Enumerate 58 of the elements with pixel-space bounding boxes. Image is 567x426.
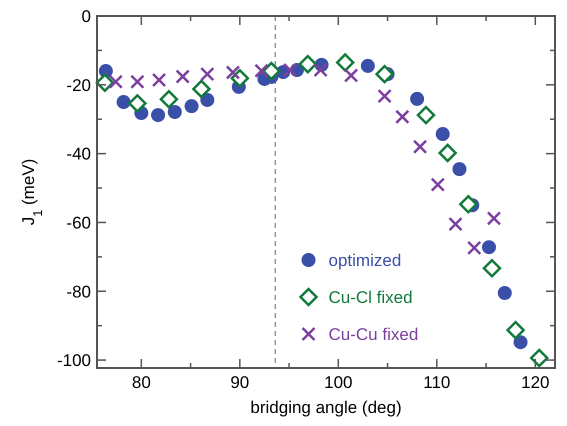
point <box>230 69 250 88</box>
legend-label: Cu-Cl fixed <box>328 288 413 307</box>
point <box>128 94 147 113</box>
x-tick-label: 110 <box>423 373 450 392</box>
x-tick-label: 120 <box>521 373 550 392</box>
point <box>152 72 166 88</box>
point <box>466 240 482 256</box>
point <box>130 74 145 89</box>
point <box>254 63 269 78</box>
point <box>459 194 478 214</box>
point <box>160 90 178 109</box>
x-tick-label: 90 <box>230 373 250 392</box>
point <box>200 92 214 107</box>
x-tick-label: 100 <box>324 373 352 392</box>
y-tick-label: -40 <box>66 144 91 164</box>
legend-label: Cu-Cu fixed <box>328 325 418 344</box>
point <box>344 68 358 83</box>
point <box>498 286 512 300</box>
point <box>313 62 328 78</box>
x-tick-label: 80 <box>132 373 151 392</box>
point <box>375 64 394 84</box>
point <box>377 88 392 104</box>
point <box>506 320 525 340</box>
point <box>262 62 281 80</box>
point <box>410 92 424 106</box>
y-tick-label: -20 <box>66 76 91 95</box>
point <box>116 95 131 110</box>
point <box>336 53 354 72</box>
point <box>448 216 463 232</box>
point <box>482 258 502 278</box>
point <box>151 108 166 122</box>
point <box>298 54 318 74</box>
point <box>436 127 450 142</box>
point <box>108 74 123 89</box>
point <box>430 177 446 192</box>
y-tick-label: -100 <box>56 351 91 370</box>
point <box>482 240 496 254</box>
point <box>412 140 428 154</box>
y-tick-label: -80 <box>66 282 91 302</box>
point <box>96 74 114 92</box>
point <box>486 211 502 226</box>
point <box>282 62 298 78</box>
point <box>192 80 211 98</box>
point <box>452 162 466 176</box>
point <box>175 69 190 84</box>
point <box>200 66 215 82</box>
point <box>514 335 528 350</box>
point <box>360 58 375 73</box>
point <box>416 106 436 124</box>
point <box>438 144 457 162</box>
y-tick-label: 0 <box>82 7 91 26</box>
point <box>168 105 182 119</box>
point <box>184 99 199 114</box>
point <box>530 348 548 368</box>
legend-label: optimized <box>328 251 402 270</box>
point <box>395 110 410 124</box>
y-tick-label: -60 <box>66 213 91 232</box>
x-axis-title: bridging angle (deg) <box>250 398 402 417</box>
